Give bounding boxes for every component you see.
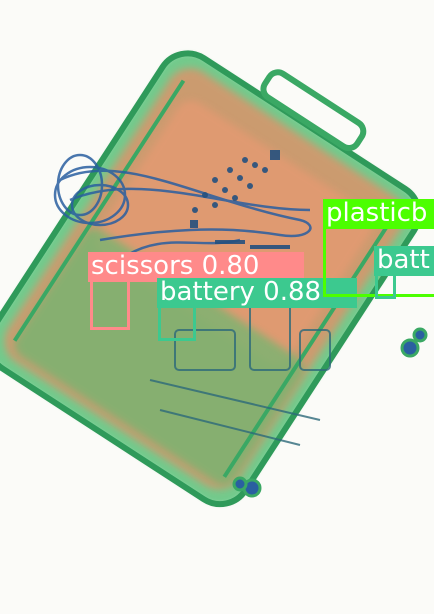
wheels (232, 327, 428, 498)
detection-label-plastic-bottle: plasticb (323, 199, 434, 229)
detection-box-battery-right (375, 272, 396, 299)
detection-label-battery: battery 0.88 (157, 278, 357, 308)
electronics (190, 150, 290, 249)
detection-label-scissors: scissors 0.80 (88, 252, 304, 282)
detection-label-battery-right: batt (374, 246, 434, 276)
cables (53, 153, 312, 262)
detection-box-scissors (90, 279, 130, 330)
